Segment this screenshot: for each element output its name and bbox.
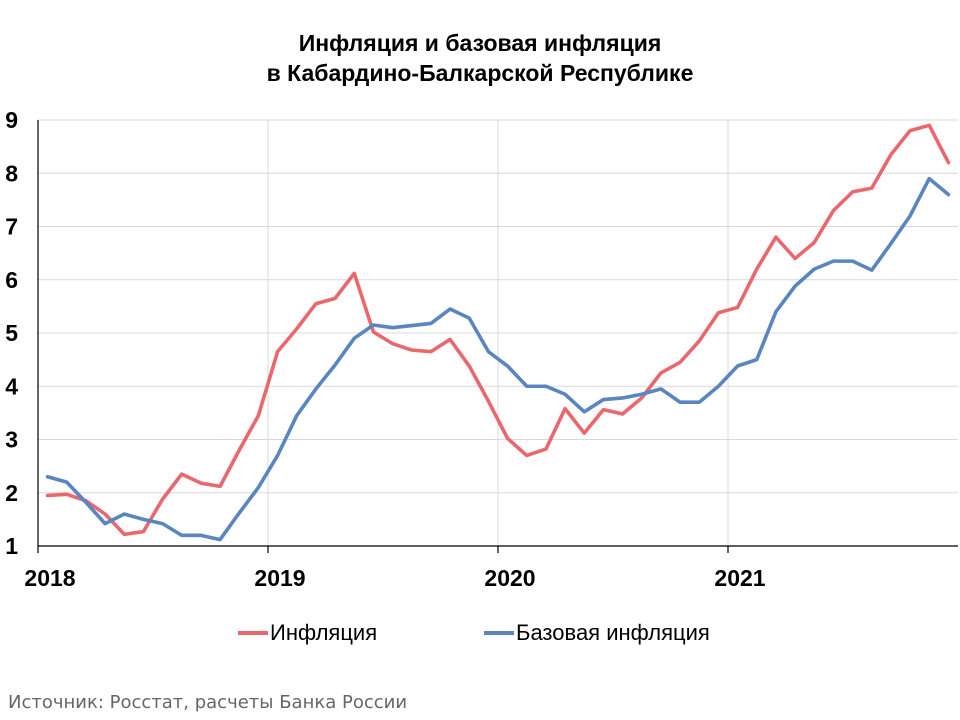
y-tick-label: 6 (5, 267, 18, 293)
axes (37, 120, 958, 553)
y-tick-label: 9 (5, 107, 18, 133)
chart-title: Инфляция и базовая инфляция в Кабардино-… (0, 28, 960, 88)
y-tick-label: 4 (5, 373, 18, 399)
series-line-core-inflation (45, 176, 951, 542)
legend-label-core-inflation: Базовая инфляция (516, 620, 710, 645)
legend-item-core-inflation: Базовая инфляция (484, 620, 710, 646)
tick-labels: 1 2 3 4 5 6 7 8 9 2018 2019 2020 2021 (5, 107, 766, 591)
legend-swatch-core-inflation (484, 631, 514, 635)
y-tick-label: 2 (5, 480, 18, 506)
legend: Инфляция Базовая инфляция (0, 620, 960, 650)
x-tick-label: 2020 (484, 565, 535, 591)
chart-title-line-2: в Кабардино-Балкарской Республике (266, 60, 694, 86)
series-line-inflation (45, 123, 951, 537)
chart-title-line-1: Инфляция и базовая инфляция (298, 30, 662, 56)
y-tick-label: 3 (5, 427, 18, 453)
series (45, 123, 951, 542)
source-note: Источник: Росстат, расчеты Банка России (8, 692, 408, 713)
x-tick-label: 2021 (714, 565, 765, 591)
y-tick-label: 1 (5, 533, 18, 559)
legend-swatch-inflation (238, 631, 268, 635)
y-tick-label: 7 (5, 214, 18, 240)
legend-label-inflation: Инфляция (270, 620, 378, 645)
x-tick-label: 2018 (24, 565, 75, 591)
x-tick-label: 2019 (254, 565, 305, 591)
grid (38, 119, 958, 546)
y-tick-label: 5 (5, 320, 18, 346)
y-tick-label: 8 (5, 160, 18, 186)
legend-item-inflation: Инфляция (238, 620, 377, 646)
